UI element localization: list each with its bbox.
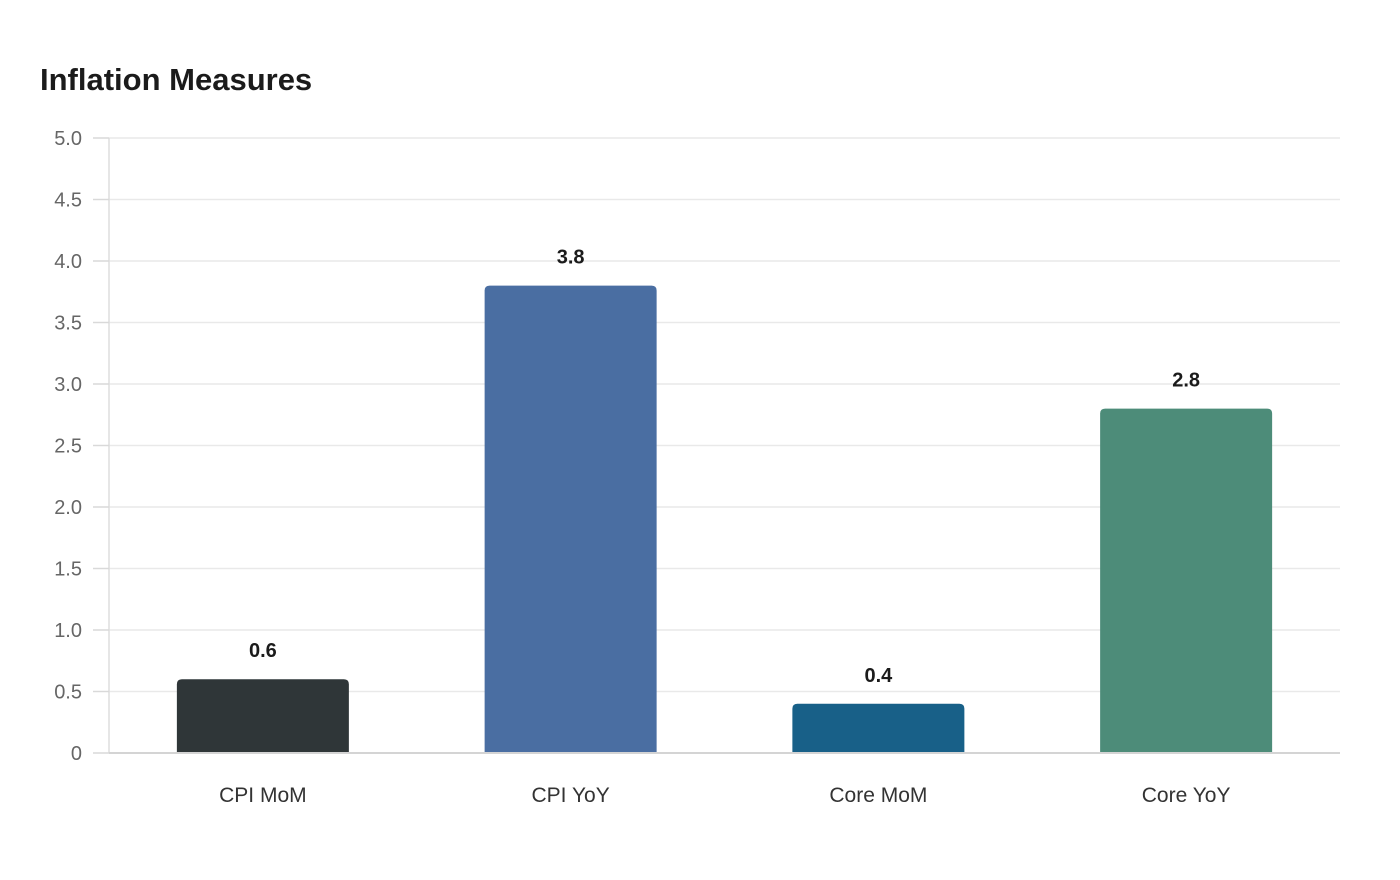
y-tick-label: 0.5 bbox=[54, 682, 82, 704]
x-tick-label: Core YoY bbox=[1142, 784, 1231, 807]
y-tick-label: 1.5 bbox=[54, 559, 82, 581]
bars bbox=[176, 285, 1273, 753]
y-tick-label: 0 bbox=[71, 743, 82, 765]
bar-cpi-yoy bbox=[484, 285, 657, 753]
bar-core-mom bbox=[792, 703, 965, 753]
y-tick-label: 3.5 bbox=[54, 313, 82, 335]
x-axis-ticks: CPI MoM CPI YoY Core MoM Core YoY bbox=[219, 784, 1230, 807]
bar-core-yoy bbox=[1100, 408, 1273, 753]
y-tick-label: 3.0 bbox=[54, 374, 82, 396]
y-tick-label: 4.0 bbox=[54, 251, 82, 273]
y-tick-label: 2.5 bbox=[54, 436, 82, 458]
y-tick-label: 1.0 bbox=[54, 620, 82, 642]
value-label: 0.6 bbox=[249, 640, 277, 662]
y-tick-label: 2.0 bbox=[54, 497, 82, 519]
y-tick-label: 4.5 bbox=[54, 190, 82, 212]
y-axis-ticks: 0 0.5 1.0 1.5 2.0 2.5 3.0 3.5 4.0 4.5 5.0 bbox=[54, 128, 109, 765]
y-tick-label: 5.0 bbox=[54, 128, 82, 150]
value-label: 3.8 bbox=[557, 247, 585, 269]
value-labels: 0.6 3.8 0.4 2.8 bbox=[249, 247, 1200, 687]
x-tick-label: CPI MoM bbox=[219, 784, 307, 807]
value-label: 2.8 bbox=[1172, 370, 1200, 392]
x-tick-label: CPI YoY bbox=[532, 784, 610, 807]
gridlines bbox=[109, 137, 1340, 693]
x-tick-label: Core MoM bbox=[829, 784, 927, 807]
chart-title: Inflation Measures bbox=[40, 62, 313, 97]
bar-cpi-mom bbox=[176, 679, 349, 753]
value-label: 0.4 bbox=[864, 665, 893, 687]
